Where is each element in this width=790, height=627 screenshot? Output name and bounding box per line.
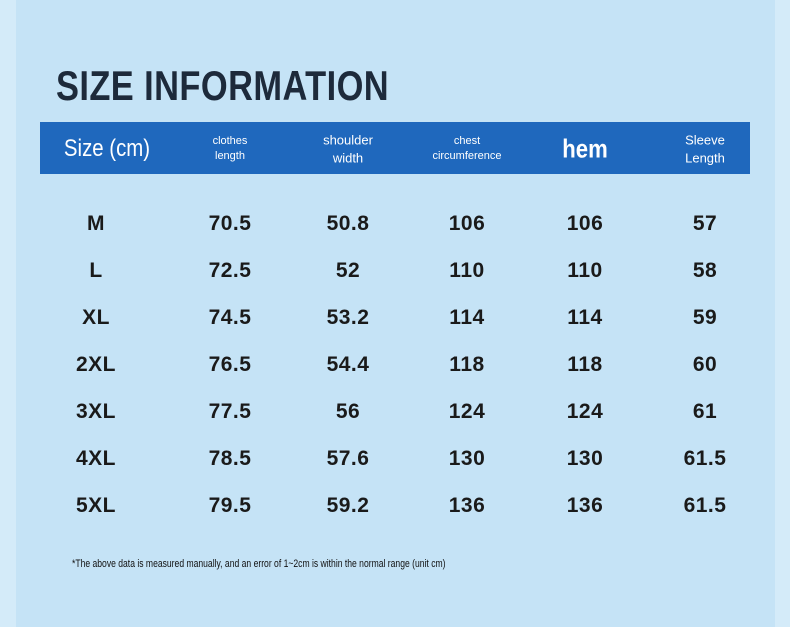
table-cell: 52: [335, 259, 361, 282]
title: SIZE INFORMATION: [56, 62, 390, 109]
table-cell: 70.5: [208, 212, 252, 235]
table-cell: M: [87, 212, 105, 235]
table-cell: 60: [692, 353, 718, 376]
table-cell: 79.5: [208, 494, 252, 517]
table-cell: 53.2: [326, 306, 370, 329]
table-cell: 59: [692, 306, 718, 329]
table-cell: 5XL: [75, 494, 117, 517]
table-cell: 130: [448, 447, 486, 470]
header-cell: chest circumference: [432, 135, 502, 162]
table-cell: 56: [335, 400, 361, 423]
table-cell: 57.6: [326, 447, 370, 470]
table-cell: 136: [566, 494, 604, 517]
table-cell: 110: [449, 259, 485, 282]
panel: [16, 0, 775, 627]
header-cell: Sleeve Length: [685, 132, 725, 165]
table-cell: 114: [567, 306, 603, 329]
table-cell: 77.5: [208, 400, 252, 423]
table-cell: 78.5: [208, 447, 252, 470]
table-cell: 106: [566, 212, 604, 235]
table-cell: 74.5: [208, 306, 252, 329]
table-cell: XL: [82, 306, 110, 329]
header-bar: [40, 122, 750, 174]
table-cell: 50.8: [326, 212, 370, 235]
header-cell: shoulder width: [323, 132, 373, 165]
table-cell: 130: [566, 447, 604, 470]
table-cell: 106: [448, 212, 486, 235]
table-cell: 72.5: [208, 259, 252, 282]
table-cell: 118: [567, 353, 603, 376]
header-cell: clothes length: [212, 135, 248, 162]
table-cell: 2XL: [75, 353, 117, 376]
table-cell: 136: [448, 494, 486, 517]
table-cell: L: [89, 259, 103, 282]
table-cell: 59.2: [326, 494, 370, 517]
header-cell: hem: [562, 133, 608, 164]
table-cell: 61.5: [683, 494, 727, 517]
table-cell: 124: [566, 400, 604, 423]
table-cell: 54.4: [326, 353, 370, 376]
note: *The above data is measured manually, an…: [72, 558, 446, 570]
table-cell: 110: [567, 259, 603, 282]
table-cell: 3XL: [75, 400, 117, 423]
table-cell: 114: [449, 306, 485, 329]
table-cell: 58: [692, 259, 718, 282]
table-cell: 118: [449, 353, 485, 376]
table-cell: 57: [692, 212, 718, 235]
table-cell: 61: [692, 400, 718, 423]
table-cell: 61.5: [683, 447, 727, 470]
table-cell: 76.5: [208, 353, 252, 376]
table-cell: 4XL: [75, 447, 117, 470]
header-cell: Size (cm): [63, 134, 151, 162]
table-cell: 124: [448, 400, 486, 423]
